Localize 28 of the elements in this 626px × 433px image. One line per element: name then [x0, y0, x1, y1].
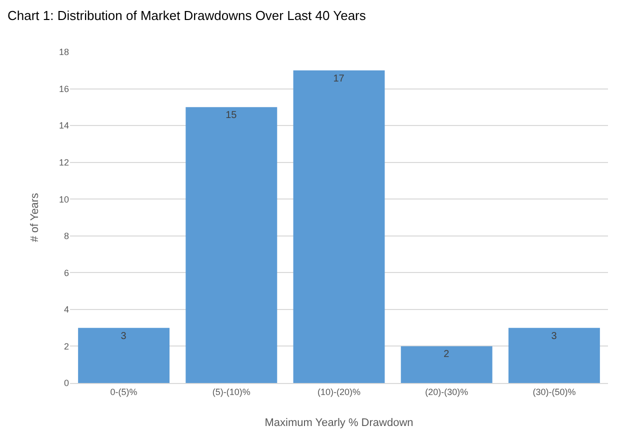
- x-tick-label: (20)-(30)%: [425, 386, 468, 397]
- data-label: 2: [444, 349, 450, 360]
- y-tick-label: 4: [64, 304, 69, 315]
- x-axis-title: Maximum Yearly % Drawdown: [264, 417, 414, 429]
- y-tick-label: 18: [58, 47, 69, 58]
- bar: [508, 328, 600, 383]
- x-tick-label: (10)-(20)%: [317, 386, 361, 397]
- data-label: 17: [333, 73, 345, 84]
- y-tick-label: 2: [64, 341, 69, 352]
- y-tick-label: 10: [58, 194, 69, 204]
- y-tick-label: 8: [64, 231, 69, 242]
- bar: [78, 328, 170, 383]
- y-tick-label: 12: [58, 157, 69, 168]
- chart-title: Chart 1: Distribution of Market Drawdowns Over Last 40 Years: [8, 8, 366, 23]
- y-tick-label: 16: [58, 84, 69, 94]
- y-tick-label: 14: [58, 120, 69, 131]
- bar: [400, 346, 492, 383]
- y-axis-title: # of Years: [29, 192, 41, 242]
- x-tick-label: 0-(5)%: [110, 386, 138, 397]
- bar: [293, 70, 385, 383]
- y-tick-label: 6: [64, 268, 69, 278]
- data-label: 3: [120, 330, 127, 342]
- y-tick-label: 0: [64, 378, 69, 388]
- x-tick-label: (5)-(10)%: [212, 386, 250, 397]
- x-tick-label: (30)-(50)%: [532, 386, 576, 397]
- data-label: 15: [226, 110, 238, 122]
- bar: [186, 107, 278, 383]
- data-label: 3: [551, 330, 558, 342]
